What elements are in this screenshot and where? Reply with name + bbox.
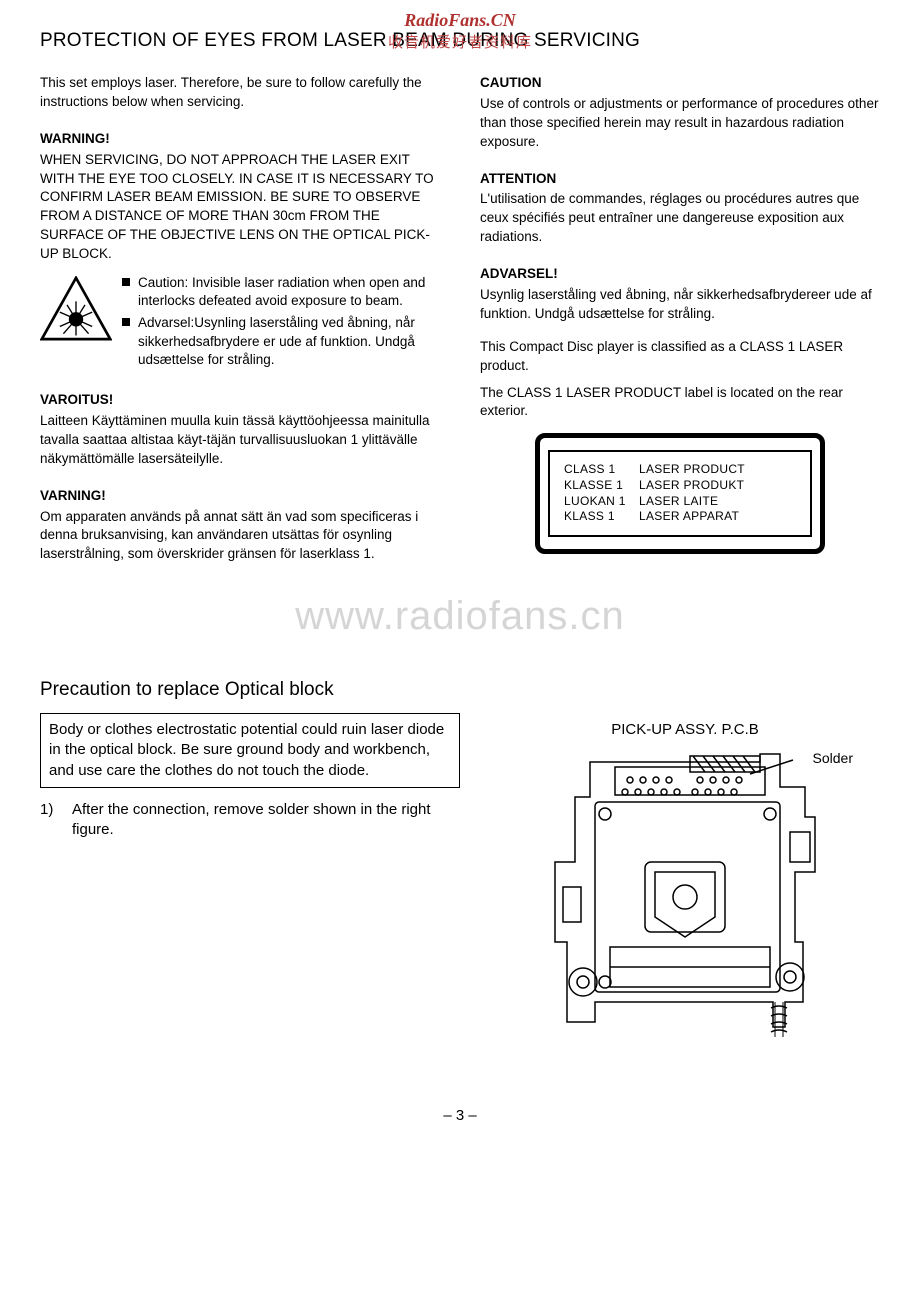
precaution-box-note: Body or clothes electrostatic potential … — [40, 713, 460, 788]
intro-text: This set employs laser. Therefore, be su… — [40, 74, 440, 112]
caution-heading: CAUTION — [480, 74, 880, 93]
class-note-2: The CLASS 1 LASER PRODUCT label is locat… — [480, 384, 880, 422]
square-bullet-icon — [122, 278, 130, 286]
laser-warning-icon — [40, 276, 112, 347]
warning-body: WHEN SERVICING, DO NOT APPROACH THE LASE… — [40, 151, 440, 264]
bullet-caution: Caution: Invisible laser radiation when … — [138, 274, 440, 310]
left-column: This set employs laser. Therefore, be su… — [40, 74, 440, 572]
laser-class-label: CLASS 1LASER PRODUCT KLASSE 1LASER PRODU… — [535, 433, 825, 553]
solder-label: Solder — [813, 750, 853, 766]
square-bullet-icon — [122, 318, 130, 326]
step-1-number: 1) — [40, 800, 62, 841]
page-number: – 3 – — [40, 1107, 880, 1124]
precaution-left: Body or clothes electrostatic potential … — [40, 713, 460, 840]
pcb-title: PICK-UP ASSY. P.C.B — [490, 721, 880, 738]
label-row-3-b: LASER APPARAT — [639, 509, 739, 525]
advarsel-body: Usynlig laserståling ved åbning, når sik… — [480, 286, 880, 324]
precaution-heading: Precaution to replace Optical block — [40, 679, 880, 701]
class-note-1: This Compact Disc player is classified a… — [480, 338, 880, 376]
label-row-2-b: LASER LAITE — [639, 494, 718, 510]
advarsel-heading: ADVARSEL! — [480, 265, 880, 284]
bullet-advarsel: Advarsel:Usynling laserståling ved åbnin… — [138, 314, 440, 369]
caution-body: Use of controls or adjustments or perfor… — [480, 95, 880, 152]
label-row-0-b: LASER PRODUCT — [639, 462, 745, 478]
attention-heading: ATTENTION — [480, 170, 880, 189]
label-row-1-a: KLASSE 1 — [564, 478, 639, 494]
watermark-mid: www.radiofans.cn — [40, 594, 880, 639]
label-row-3-a: KLASS 1 — [564, 509, 639, 525]
pickup-assembly-diagram — [535, 742, 835, 1042]
right-column: CAUTION Use of controls or adjustments o… — [480, 74, 880, 554]
warning-heading: WARNING! — [40, 130, 440, 149]
label-row-1-b: LASER PRODUKT — [639, 478, 744, 494]
precaution-right: PICK-UP ASSY. P.C.B Solder — [490, 713, 880, 1047]
varoitus-body: Laitteen Käyttäminen muulla kuin tässä k… — [40, 412, 440, 469]
varning-heading: VARNING! — [40, 487, 440, 506]
step-1-text: After the connection, remove solder show… — [72, 800, 460, 841]
label-row-2-a: LUOKAN 1 — [564, 494, 639, 510]
watermark-chinese: 收音机爱好者资料库 — [40, 31, 880, 52]
varoitus-heading: VAROITUS! — [40, 391, 440, 410]
varning-body: Om apparaten används på annat sätt än va… — [40, 508, 440, 565]
attention-body: L'utilisation de commandes, réglages ou … — [480, 190, 880, 247]
label-row-0-a: CLASS 1 — [564, 462, 639, 478]
